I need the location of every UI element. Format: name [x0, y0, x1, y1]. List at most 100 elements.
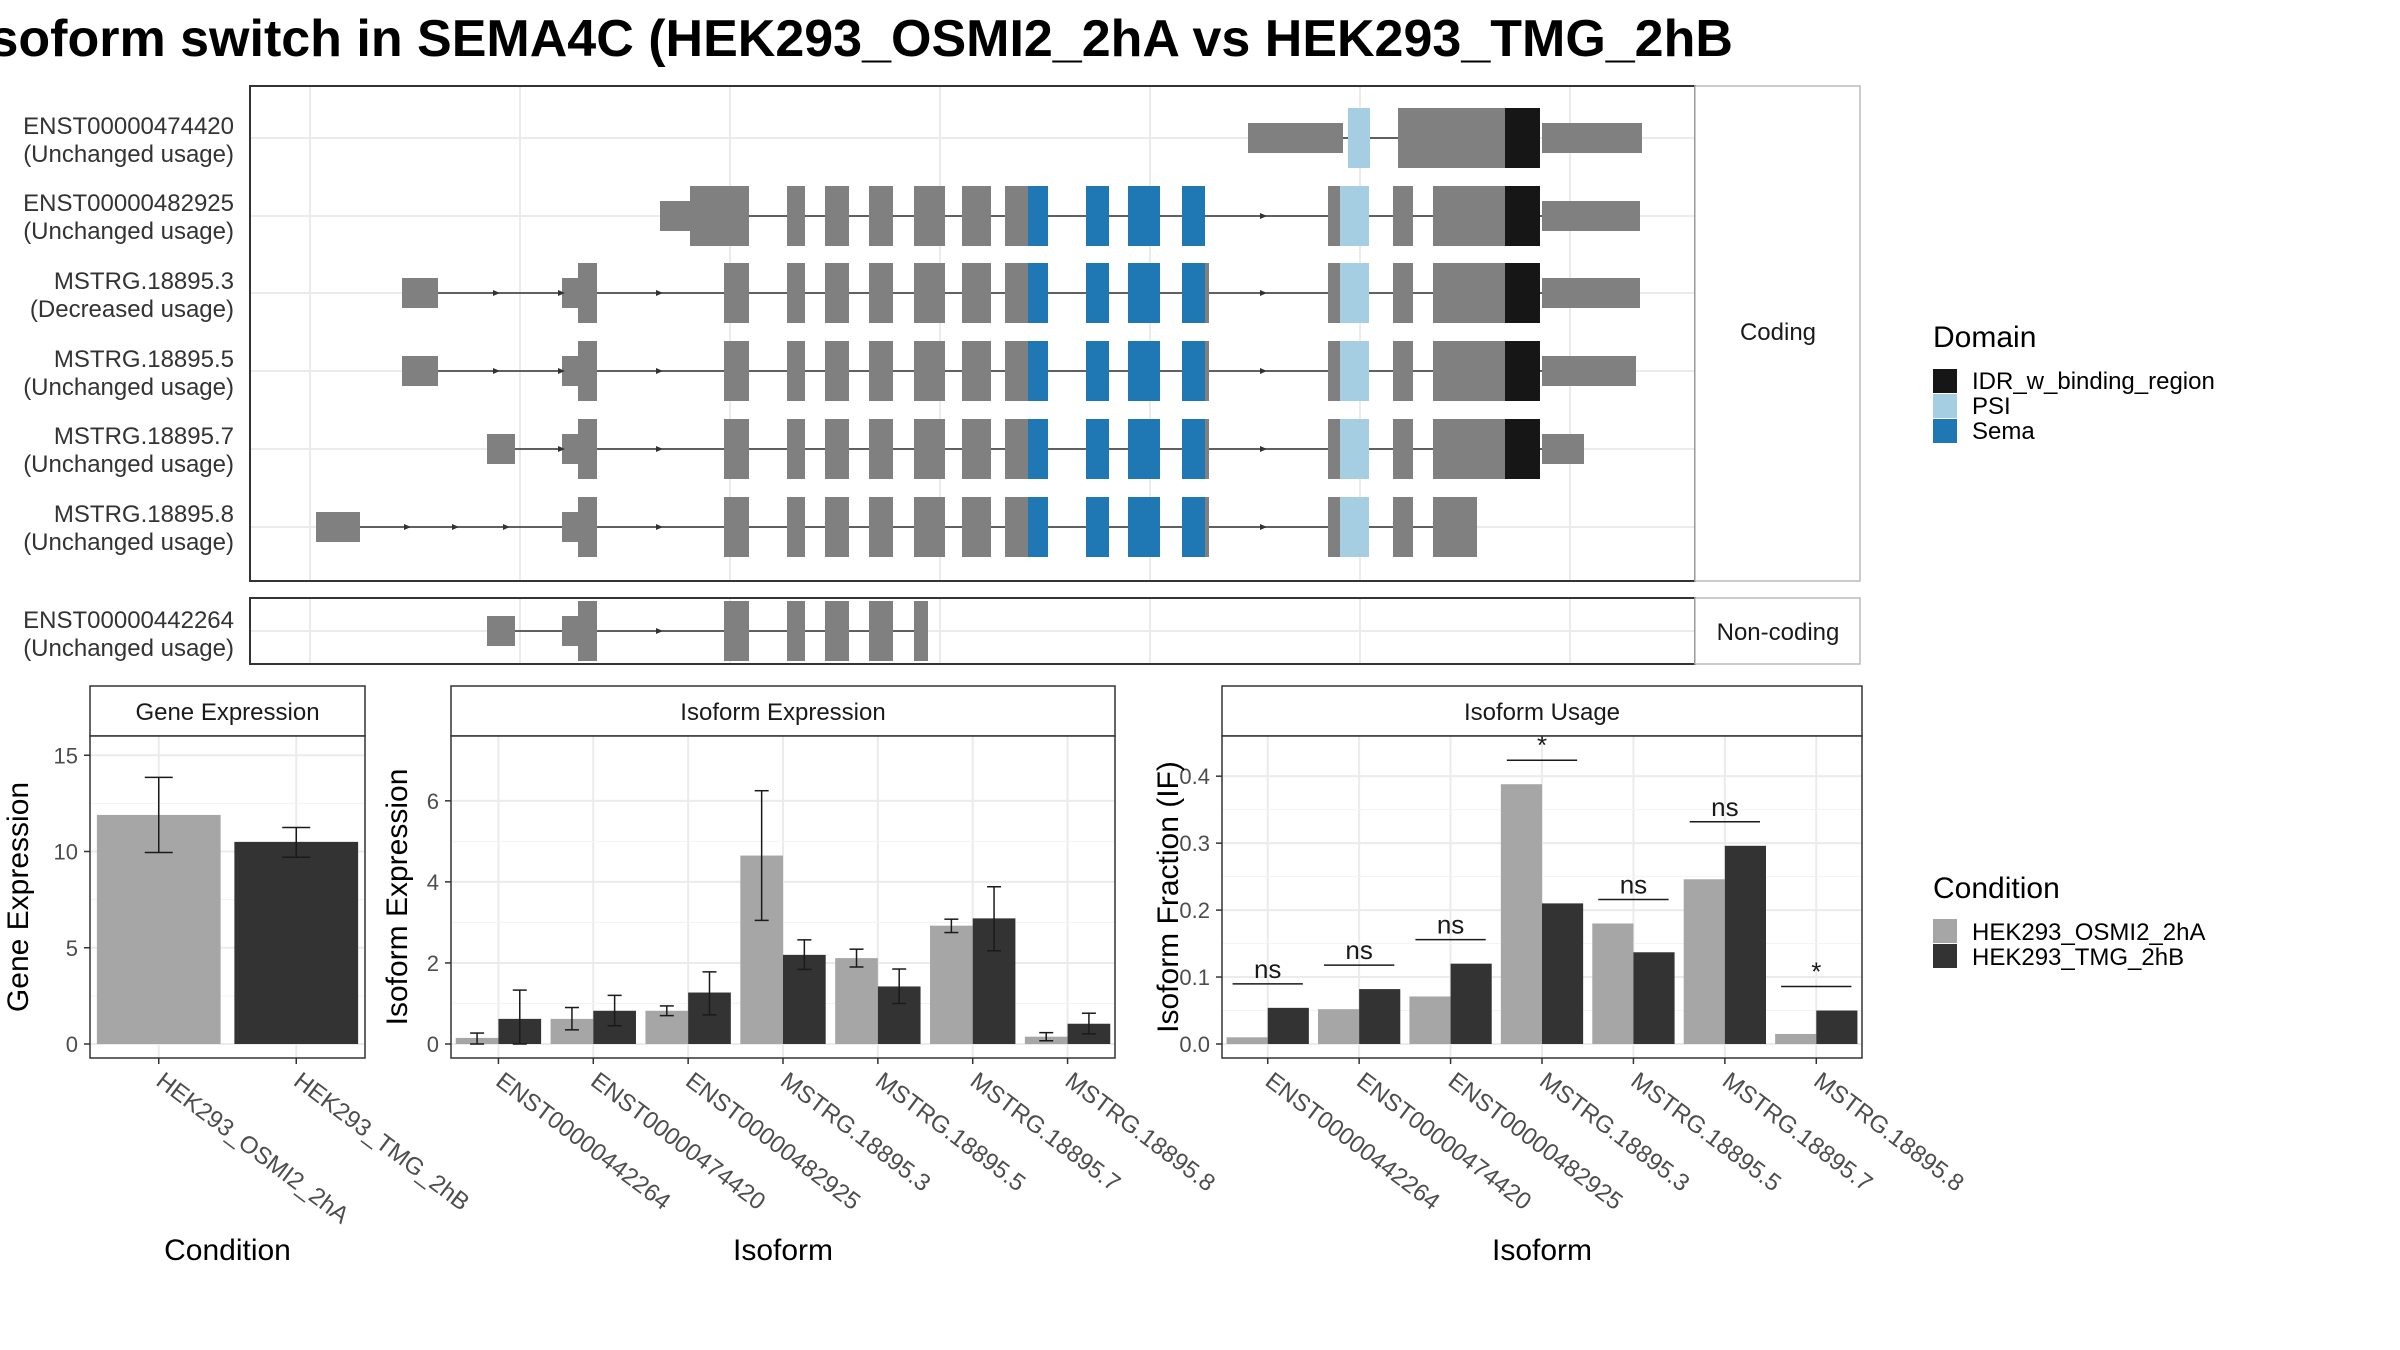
exon: [825, 263, 849, 323]
exon: [1205, 497, 1209, 557]
exon: [1028, 263, 1048, 323]
coding-strip-label: Coding: [1740, 319, 1816, 346]
exon: [1393, 263, 1413, 323]
intron-direction-arrow: [656, 524, 663, 530]
legend-key-sema: [1933, 419, 1957, 443]
transcript-usage-label: (Unchanged usage): [23, 218, 234, 245]
noncoding-strip: [1694, 597, 1861, 665]
exon: [562, 278, 578, 308]
domain-legend: Domain IDR_w_binding_region PSI Sema: [1933, 321, 2215, 445]
panel-strip-title: Gene Expression: [135, 699, 319, 726]
exon: [825, 186, 849, 246]
x-tick-label: ENST00000442264: [1260, 1067, 1445, 1215]
exon: [1182, 263, 1205, 323]
exon: [787, 601, 805, 661]
exon: [962, 497, 991, 557]
exon: [724, 497, 749, 557]
bar: [1409, 996, 1451, 1044]
intron-direction-arrow: [1260, 213, 1267, 219]
intron-direction-arrow: [1260, 446, 1267, 452]
exon: [1128, 419, 1160, 479]
exon: [1205, 419, 1209, 479]
exon: [1328, 497, 1340, 557]
intron-direction-arrow: [656, 446, 663, 452]
x-axis-label: Isoform: [733, 1234, 833, 1267]
exon: [578, 497, 597, 557]
exon: [1182, 186, 1205, 246]
exon: [690, 186, 749, 246]
exon: [1542, 356, 1636, 386]
exon: [914, 186, 945, 246]
legend-key-idr: [1933, 369, 1957, 393]
exon: [1005, 419, 1028, 479]
exon: [316, 512, 360, 542]
bar: [1226, 1037, 1268, 1044]
exon: [1433, 419, 1505, 479]
exon: [562, 434, 578, 464]
x-tick-label: MSTRG.18895.3: [1534, 1067, 1694, 1197]
significance-label: ns: [1345, 935, 1372, 965]
exon: [1005, 186, 1028, 246]
intron-direction-arrow: [558, 290, 565, 296]
exon: [724, 263, 749, 323]
transcript-id-label: ENST00000442264: [23, 607, 234, 634]
exon: [914, 601, 928, 661]
exon: [962, 186, 991, 246]
exon: [724, 341, 749, 401]
legend-key-tmg: [1933, 944, 1957, 968]
intron-direction-arrow: [493, 368, 500, 374]
transcript-usage-label: (Unchanged usage): [23, 374, 234, 401]
exon: [869, 186, 893, 246]
x-tick-label: ENST00000474420: [586, 1067, 771, 1215]
exon: [1328, 419, 1340, 479]
exon: [487, 434, 515, 464]
exon: [487, 616, 515, 646]
exon: [1248, 123, 1343, 153]
bar: [835, 958, 878, 1044]
y-tick-label: 4: [427, 870, 439, 895]
y-axis-label: Gene Expression: [2, 782, 35, 1012]
exon: [1393, 497, 1413, 557]
intron-direction-arrow: [1260, 290, 1267, 296]
exon: [578, 341, 597, 401]
exon: [1393, 341, 1413, 401]
exon: [1433, 341, 1505, 401]
x-tick-label: MSTRG.18895.8: [1809, 1067, 1969, 1197]
exon: [1028, 419, 1048, 479]
intron-direction-arrow: [558, 446, 565, 452]
exon: [578, 601, 597, 661]
legend-label-psi: PSI: [1972, 393, 2011, 420]
condition-legend-title: Condition: [1933, 872, 2060, 905]
exon: [1433, 497, 1477, 557]
y-tick-label: 0.4: [1179, 764, 1210, 789]
bar: [1267, 1007, 1309, 1044]
transcript-labels: ENST00000474420 (Unchanged usage) ENST00…: [23, 113, 234, 662]
significance-label: ns: [1437, 910, 1464, 940]
intron-direction-arrow: [656, 628, 663, 634]
exon: [1542, 434, 1584, 464]
intron-direction-arrow: [452, 524, 459, 530]
intron-direction-arrow: [1260, 368, 1267, 374]
exon: [724, 601, 749, 661]
exon: [1005, 497, 1028, 557]
exon: [1128, 263, 1160, 323]
x-axis-label: Condition: [164, 1234, 291, 1267]
transcript-usage-label: (Decreased usage): [30, 296, 234, 323]
exon: [578, 419, 597, 479]
exon: [1505, 341, 1540, 401]
x-tick-label: MSTRG.18895.5: [1626, 1067, 1786, 1197]
domain-legend-title: Domain: [1933, 321, 2036, 354]
exon: [825, 601, 849, 661]
intron-direction-arrow: [1260, 524, 1267, 530]
transcript-id-label: MSTRG.18895.3: [54, 268, 234, 295]
exon: [1340, 263, 1369, 323]
exon: [562, 512, 578, 542]
x-tick-label: ENST00000442264: [491, 1067, 676, 1215]
bar: [1724, 845, 1766, 1044]
exon: [1086, 497, 1109, 557]
exon: [787, 186, 805, 246]
exon: [562, 616, 578, 646]
exon: [1128, 497, 1160, 557]
exon: [1542, 123, 1642, 153]
